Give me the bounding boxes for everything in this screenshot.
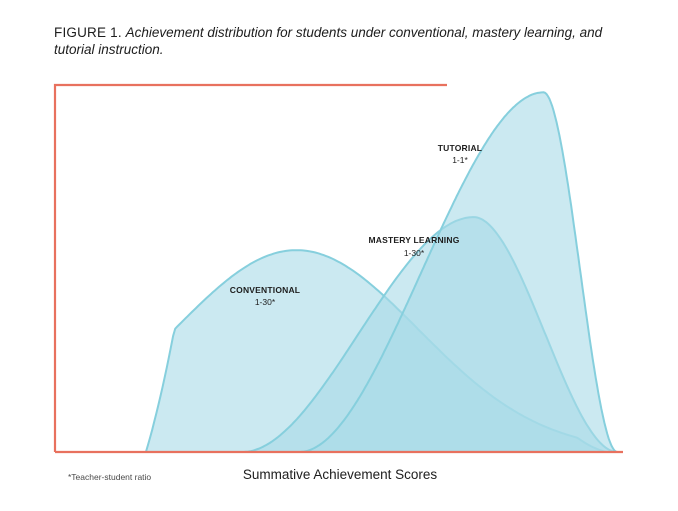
axes <box>53 83 623 454</box>
figure-caption: FIGURE 1. Achievement distribution for s… <box>54 24 614 58</box>
curve-labels: CONVENTIONAL 1-30* MASTERY LEARNING 1-30… <box>230 143 482 307</box>
mastery-learning-label: MASTERY LEARNING <box>368 235 459 245</box>
conventional-label: CONVENTIONAL <box>230 285 300 295</box>
curves-layer <box>144 91 618 453</box>
footnote: *Teacher-student ratio <box>68 472 152 482</box>
tutorial-label: TUTORIAL <box>438 143 482 153</box>
figure-label: FIGURE 1. <box>54 25 122 40</box>
mastery-learning-ratio: 1-30* <box>404 248 425 258</box>
tutorial-ratio: 1-1* <box>452 155 468 165</box>
figure-caption-text: Achievement distribution for students un… <box>54 25 603 57</box>
x-axis-label: Summative Achievement Scores <box>0 467 678 482</box>
x-axis-label-text: Summative Achievement Scores <box>242 467 438 482</box>
tutorial-curve <box>299 91 618 453</box>
conventional-ratio: 1-30* <box>255 297 276 307</box>
y-axis-and-top-border <box>53 83 447 452</box>
